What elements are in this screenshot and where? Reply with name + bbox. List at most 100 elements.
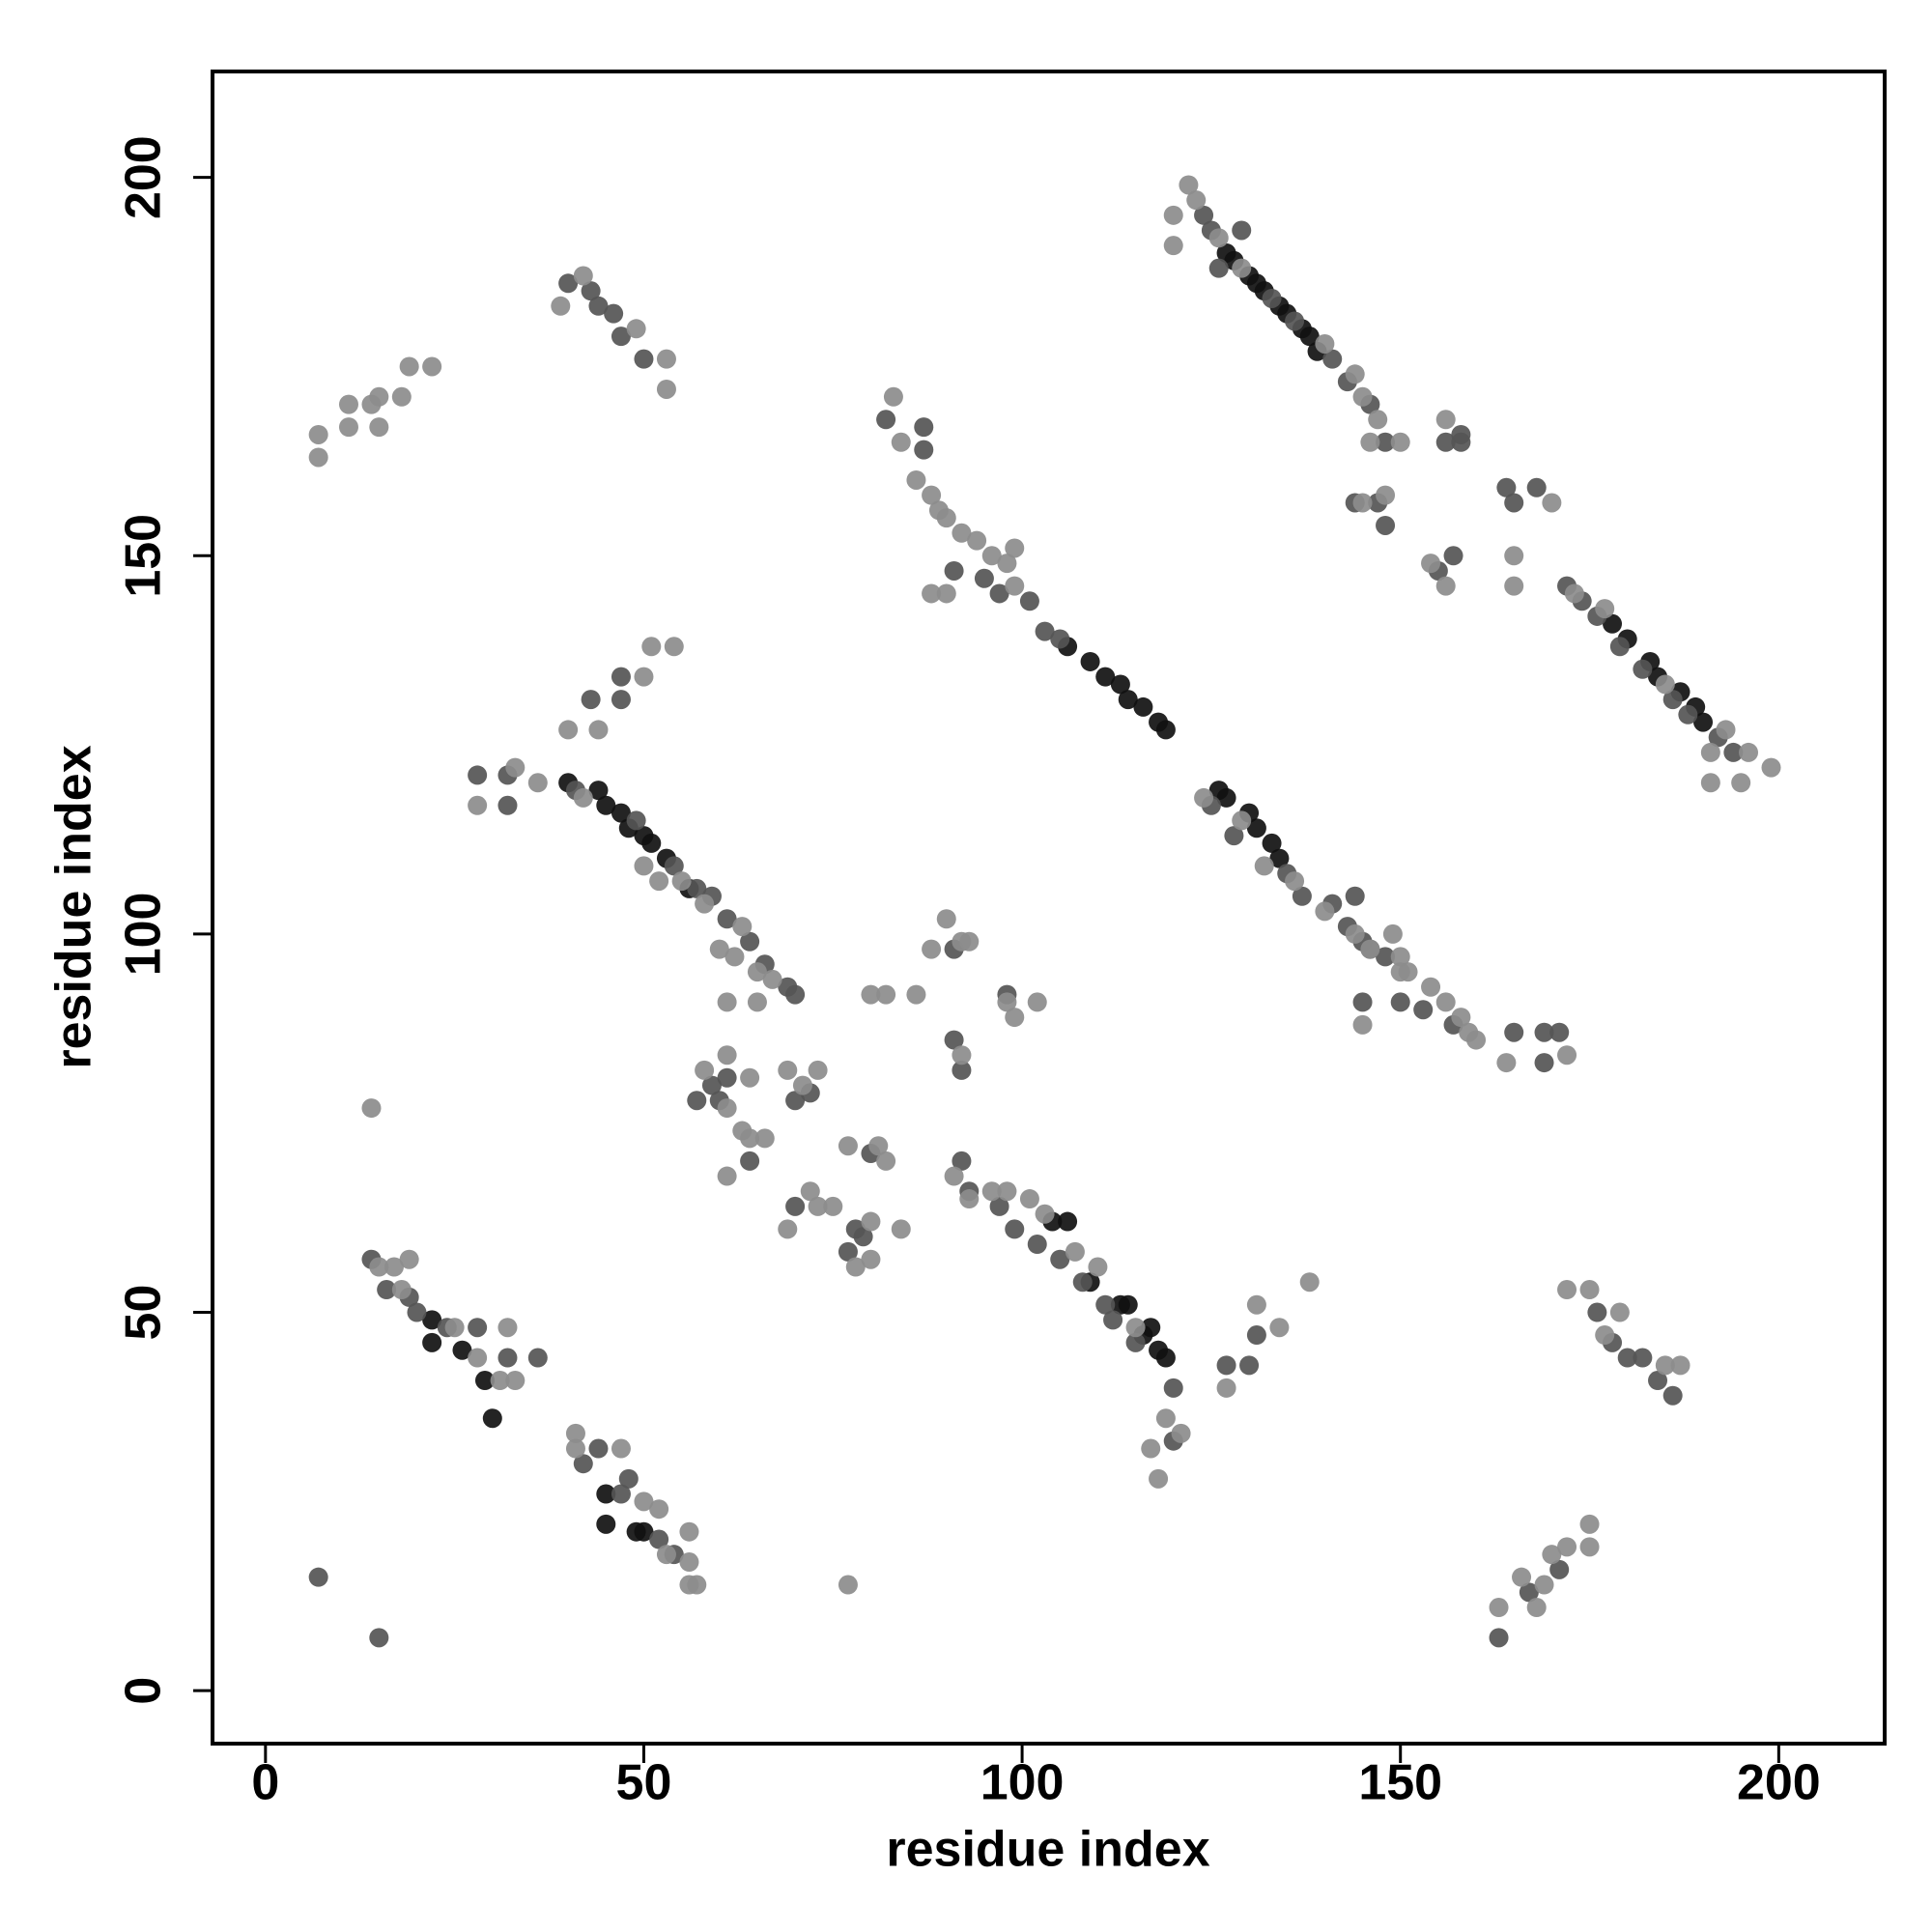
point	[1208, 258, 1229, 278]
point	[1678, 704, 1698, 724]
point	[474, 1371, 495, 1391]
point	[1693, 712, 1714, 732]
point	[1655, 1355, 1675, 1376]
point	[1716, 720, 1736, 740]
point	[422, 1332, 442, 1352]
point	[1315, 333, 1335, 354]
point	[1496, 477, 1517, 497]
point	[997, 1181, 1017, 1202]
point	[936, 583, 956, 604]
point	[1617, 1348, 1637, 1368]
point	[468, 795, 488, 815]
point	[952, 1060, 972, 1080]
point	[936, 909, 956, 929]
point	[1352, 1014, 1373, 1035]
point	[1345, 364, 1365, 384]
point	[1155, 720, 1176, 740]
point	[1133, 696, 1153, 717]
point	[959, 1189, 980, 1209]
point	[1723, 742, 1744, 762]
point	[1088, 1257, 1108, 1277]
point	[1542, 493, 1562, 513]
point	[1526, 1598, 1547, 1618]
x-tick-label: 150	[1358, 1755, 1442, 1811]
point	[1633, 659, 1653, 679]
point	[1496, 1053, 1517, 1073]
point	[785, 1091, 806, 1111]
point	[1179, 175, 1199, 195]
point	[1345, 886, 1365, 906]
x-axis-label: residue index	[886, 1822, 1209, 1878]
point	[611, 327, 631, 347]
point	[1352, 493, 1373, 513]
point	[861, 1249, 881, 1269]
point	[1019, 591, 1039, 611]
point	[1579, 1280, 1600, 1300]
point	[338, 417, 358, 438]
point	[709, 939, 729, 959]
point	[808, 1060, 828, 1080]
point	[740, 1067, 760, 1088]
point	[308, 424, 328, 444]
point	[1435, 410, 1456, 430]
point	[1186, 190, 1207, 211]
point	[754, 1128, 775, 1149]
point	[1072, 1272, 1093, 1293]
point	[1368, 410, 1388, 430]
point	[1285, 311, 1305, 331]
point	[1534, 1575, 1554, 1595]
point	[551, 296, 571, 316]
point	[952, 523, 972, 543]
point	[497, 795, 518, 815]
point	[1662, 1385, 1683, 1406]
point	[505, 757, 526, 778]
point	[1376, 947, 1396, 967]
point	[891, 432, 911, 452]
point	[679, 1552, 699, 1573]
point	[1579, 1537, 1600, 1557]
point	[649, 871, 669, 892]
point	[1163, 1378, 1183, 1398]
point	[588, 296, 609, 316]
point	[800, 1181, 820, 1202]
point	[823, 1196, 843, 1216]
point	[1390, 947, 1410, 967]
point	[634, 1521, 654, 1542]
point	[861, 984, 881, 1005]
point	[1739, 742, 1759, 762]
point	[1194, 787, 1214, 808]
point	[747, 992, 767, 1012]
point	[1103, 1310, 1123, 1330]
point	[527, 1348, 548, 1368]
point	[1376, 432, 1396, 452]
point	[679, 1521, 699, 1542]
point	[649, 1529, 669, 1549]
point	[1005, 1219, 1025, 1239]
point	[695, 894, 715, 914]
point	[626, 810, 646, 831]
point	[581, 690, 601, 710]
point	[1005, 538, 1025, 558]
point	[1655, 674, 1675, 695]
point	[611, 803, 631, 823]
point	[656, 349, 676, 369]
point	[1246, 1325, 1266, 1346]
y-axis-label: residue index	[46, 745, 102, 1068]
point	[1360, 432, 1380, 452]
point	[876, 410, 896, 430]
point	[952, 1151, 972, 1171]
point	[1232, 220, 1252, 241]
point	[1005, 576, 1025, 596]
point	[1662, 690, 1683, 710]
point	[1065, 1241, 1085, 1262]
point	[1489, 1598, 1509, 1618]
point	[1512, 1567, 1532, 1587]
point	[1269, 1318, 1290, 1338]
point	[1700, 742, 1720, 762]
point	[407, 1302, 427, 1322]
y-tick-label: 150	[116, 514, 172, 598]
point	[611, 1438, 631, 1459]
point	[792, 1075, 812, 1095]
x-tick-label: 100	[980, 1755, 1065, 1811]
